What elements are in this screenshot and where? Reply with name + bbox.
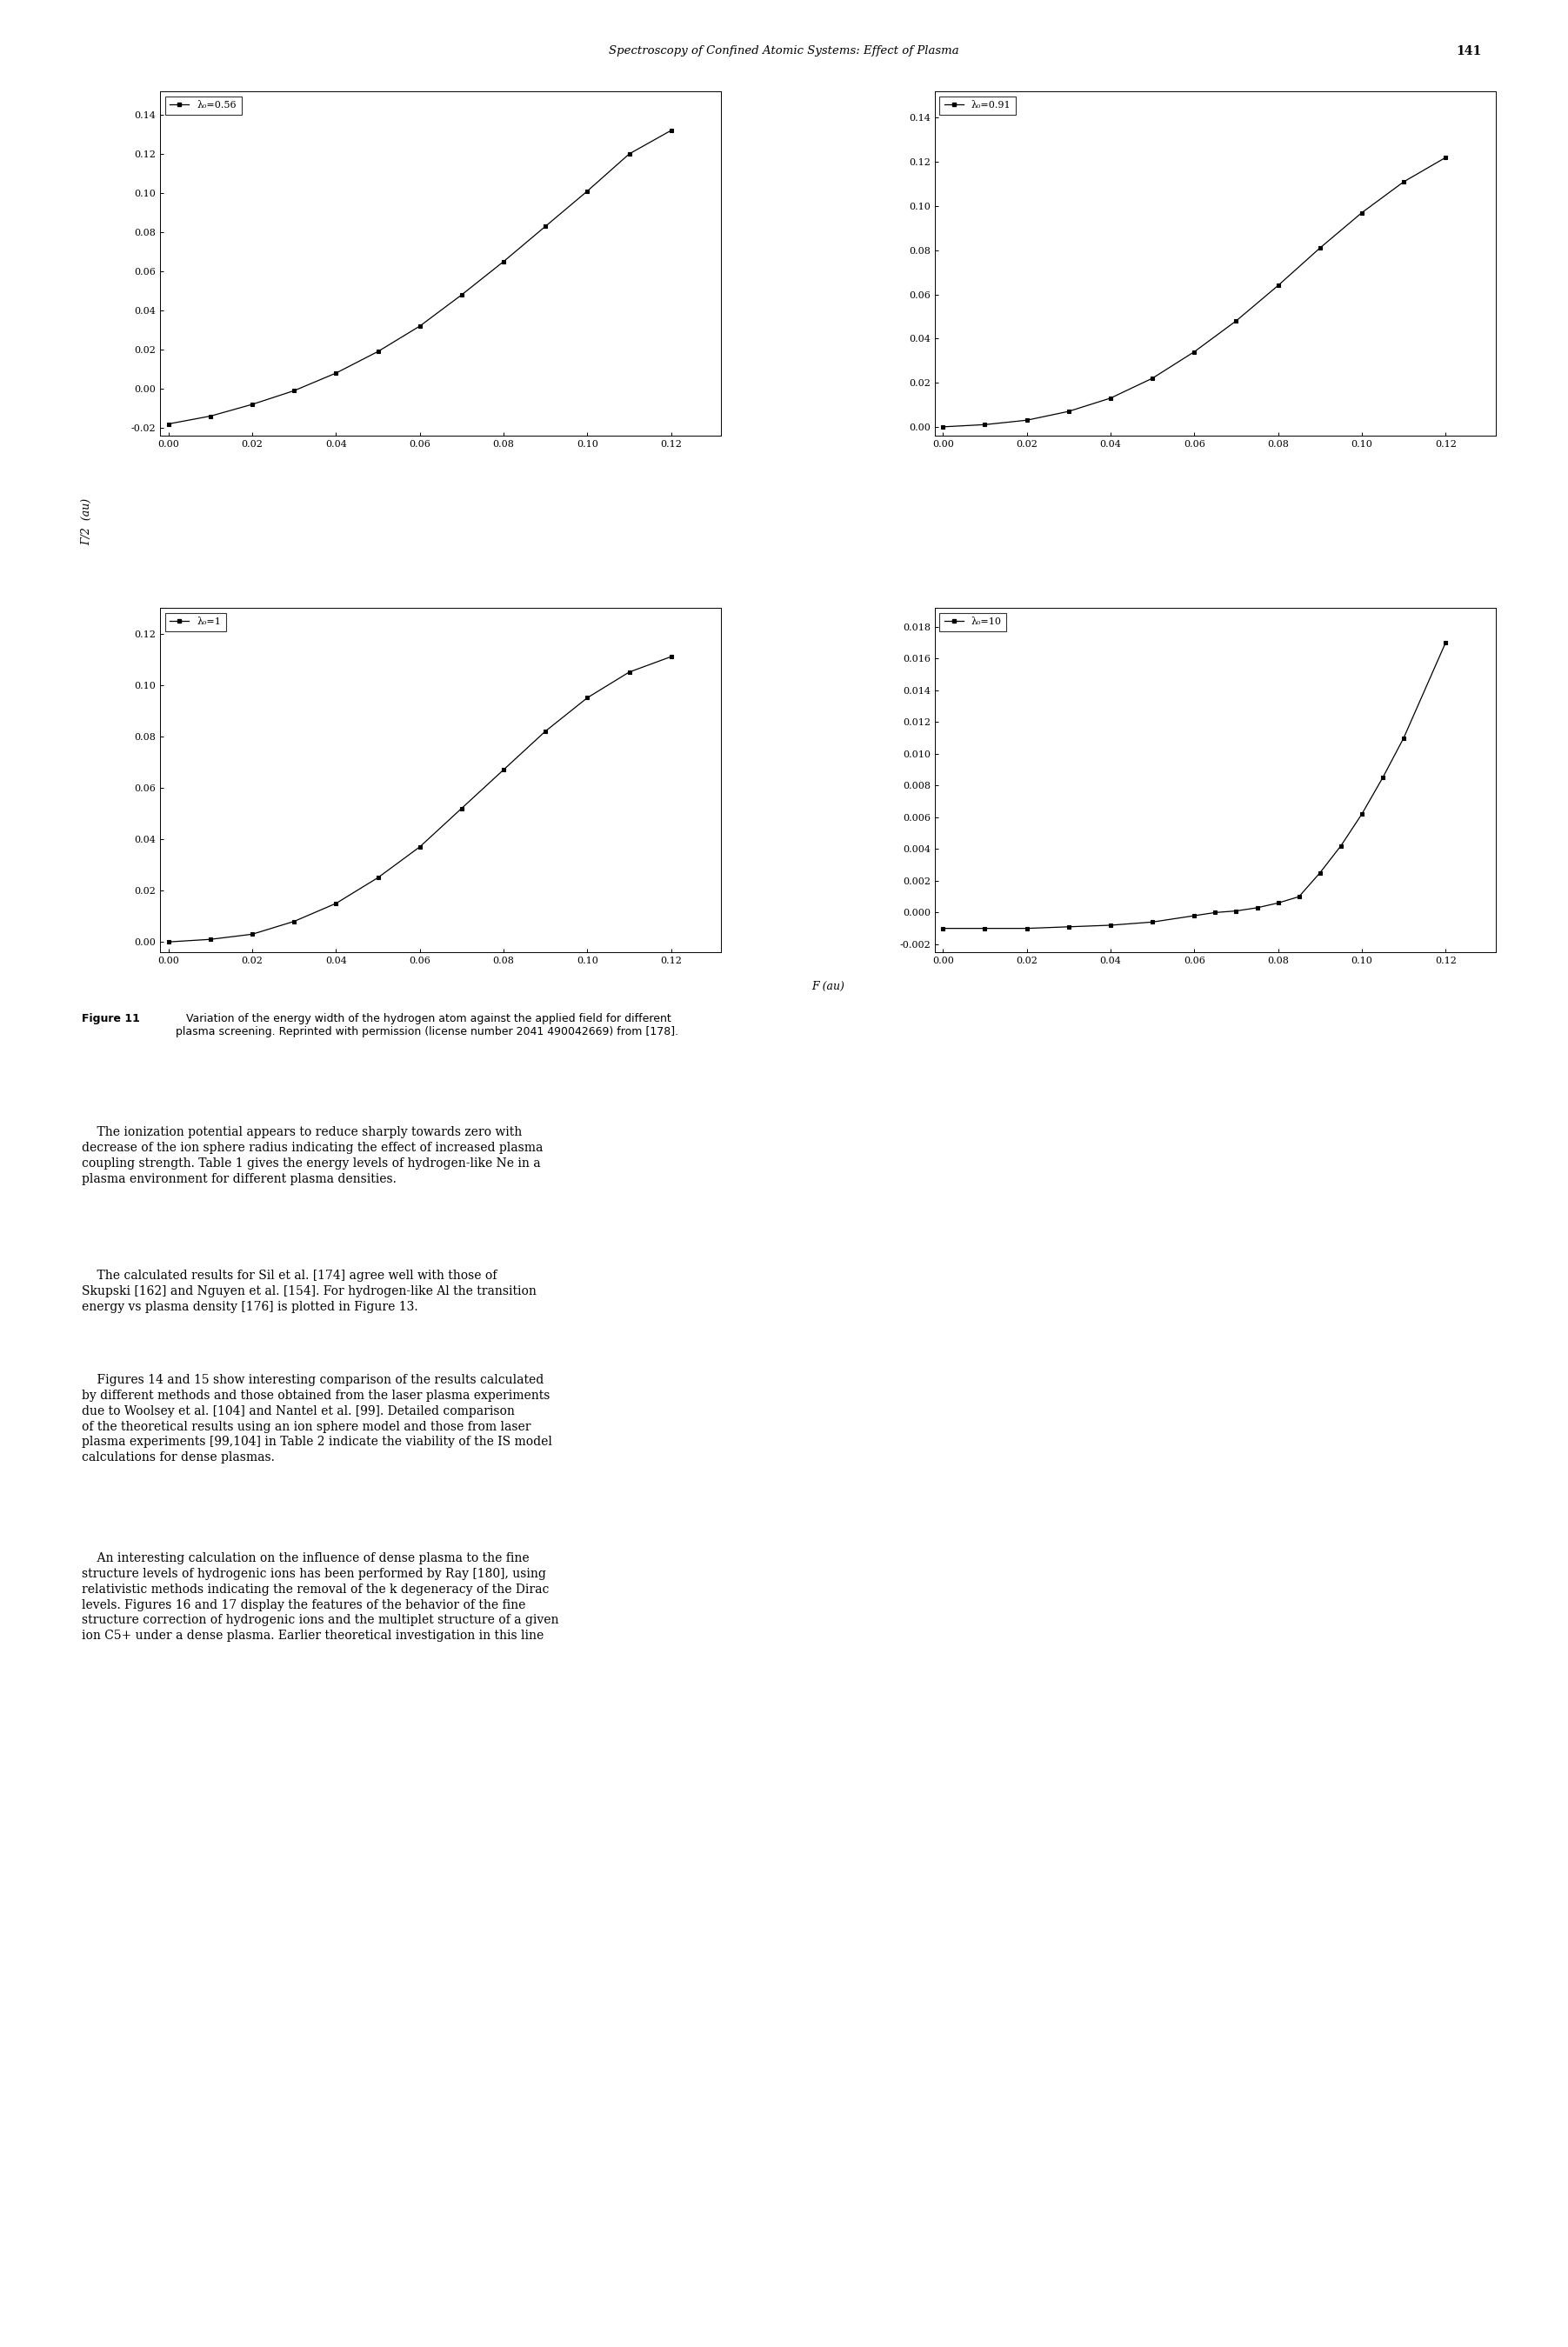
Text: The calculated results for Sil et al. [174] agree well with those of
Skupski [16: The calculated results for Sil et al. [1…: [82, 1270, 536, 1312]
Text: Figure 11: Figure 11: [82, 1014, 140, 1023]
Text: Γ/2  (au): Γ/2 (au): [82, 498, 93, 545]
Text: F (au): F (au): [812, 981, 845, 993]
Text: Spectroscopy of Confined Atomic Systems: Effect of Plasma: Spectroscopy of Confined Atomic Systems:…: [608, 45, 960, 56]
Text: Figures 14 and 15 show interesting comparison of the results calculated
by diffe: Figures 14 and 15 show interesting compa…: [82, 1373, 552, 1465]
Legend: λ₀=0.91: λ₀=0.91: [939, 96, 1016, 115]
Text: 141: 141: [1457, 45, 1482, 56]
Legend: λ₀=0.56: λ₀=0.56: [165, 96, 241, 115]
Legend: λ₀=1: λ₀=1: [165, 613, 226, 631]
Legend: λ₀=10: λ₀=10: [939, 613, 1007, 631]
Text: Variation of the energy width of the hydrogen atom against the applied field for: Variation of the energy width of the hyd…: [176, 1014, 679, 1037]
Text: An interesting calculation on the influence of dense plasma to the fine
structur: An interesting calculation on the influe…: [82, 1551, 558, 1643]
Text: The ionization potential appears to reduce sharply towards zero with
decrease of: The ionization potential appears to redu…: [82, 1127, 543, 1185]
